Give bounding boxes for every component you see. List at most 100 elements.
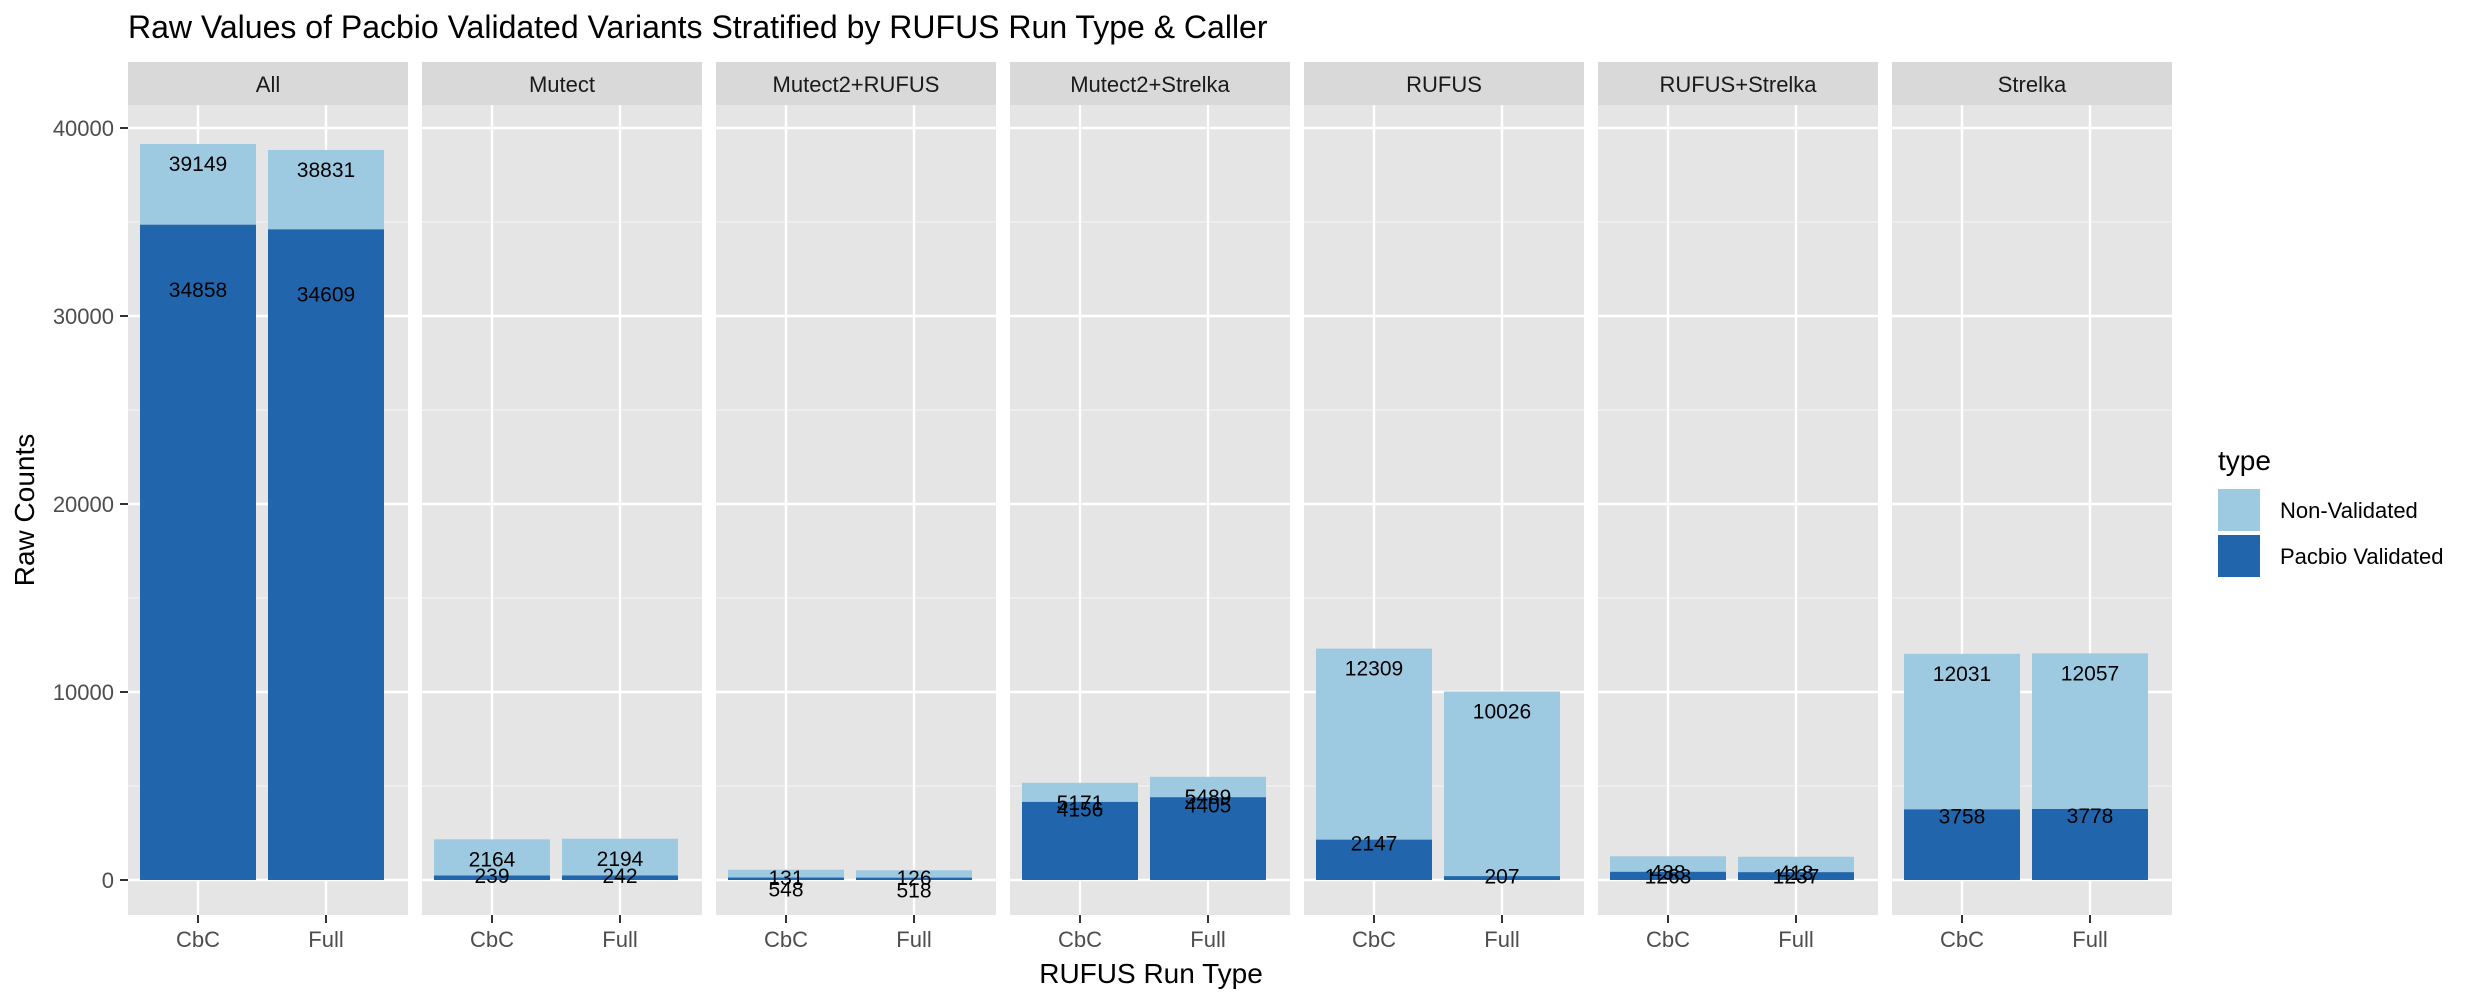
data-label-total: 1237 [1773, 866, 1820, 889]
data-label-total: 2194 [597, 848, 644, 871]
data-label-total: 548 [768, 879, 803, 902]
y-tick-label: 20000 [53, 492, 114, 517]
y-tick-label: 0 [102, 868, 114, 893]
data-label-validated: 207 [1484, 865, 1519, 888]
x-tick-label: CbC [470, 927, 514, 952]
x-tick-label: Full [1484, 927, 1519, 952]
bar-pacbio-validated [1904, 809, 2020, 880]
facet-panels: All 39149 34858 CbC 38831 34609 Full Mutect 2164… [128, 62, 2172, 952]
bar-pacbio-validated [1022, 801, 1138, 880]
bar-pacbio-validated [1316, 839, 1432, 880]
bar-pacbio-validated [1610, 871, 1726, 880]
x-tick-label: CbC [764, 927, 808, 952]
bar-pacbio-validated [562, 875, 678, 880]
x-tick-label: CbC [1940, 927, 1984, 952]
bar-non-validated [1316, 648, 1432, 840]
facet-strip-label: RUFUS [1406, 72, 1482, 97]
data-label-total: 12031 [1933, 663, 1991, 686]
facet-strip-label: Mutect2+RUFUS [773, 72, 940, 97]
bar-non-validated [1150, 776, 1266, 798]
y-tick-label: 40000 [53, 116, 114, 141]
facet-strip-label: Mutect [529, 72, 595, 97]
chart-title: Raw Values of Pacbio Validated Variants … [128, 9, 1268, 45]
data-label-validated: 3778 [2067, 805, 2114, 828]
data-label-validated: 126 [896, 867, 931, 890]
legend-key-pacbio-validated [2218, 535, 2260, 577]
bar-pacbio-validated [2032, 808, 2148, 880]
data-label-validated: 4156 [1057, 799, 1104, 822]
bar-non-validated [2032, 653, 2148, 809]
bar-non-validated [856, 870, 972, 878]
facet-strip [128, 62, 408, 105]
x-tick-label: Full [1778, 927, 1813, 952]
x-tick-label: Full [2072, 927, 2107, 952]
data-label-total: 5489 [1185, 786, 1232, 809]
data-label-validated: 418 [1778, 862, 1813, 885]
facet-strip [422, 62, 702, 105]
bar-non-validated [562, 838, 678, 876]
x-tick-label: Full [1190, 927, 1225, 952]
bar-pacbio-validated [434, 875, 550, 880]
bar-non-validated [1444, 691, 1560, 877]
facet-strip [1304, 62, 1584, 105]
panel-background [716, 105, 996, 915]
data-label-total: 1263 [1645, 865, 1692, 888]
bar-pacbio-validated [856, 877, 972, 880]
legend-label-pacbio-validated: Pacbio Validated [2280, 544, 2444, 569]
x-tick-label: CbC [1646, 927, 1690, 952]
x-tick-label: Full [602, 927, 637, 952]
data-label-total: 10026 [1473, 701, 1531, 724]
data-label-total: 39149 [169, 153, 227, 176]
facet-strip-label: Mutect2+Strelka [1070, 72, 1230, 97]
y-axis: 0 10000 20000 30000 40000 [53, 116, 128, 893]
data-label-validated: 242 [602, 865, 637, 888]
data-label-total: 5171 [1057, 792, 1104, 815]
data-label-total: 12309 [1345, 658, 1403, 681]
x-tick-label: CbC [1352, 927, 1396, 952]
data-label-validated: 34858 [169, 279, 227, 302]
panel-background [1598, 105, 1878, 915]
data-label-total: 518 [896, 879, 931, 902]
legend-label-non-validated: Non-Validated [2280, 498, 2418, 523]
data-label-validated: 4405 [1185, 794, 1232, 817]
facet-strip [1892, 62, 2172, 105]
x-tick-label: CbC [176, 927, 220, 952]
facet-strip-label: RUFUS+Strelka [1659, 72, 1817, 97]
facet-panel: Strelka 12031 3758 CbC 12057 3778 Full [1892, 62, 2172, 952]
bar-non-validated [1022, 782, 1138, 802]
y-axis-title: Raw Counts [9, 434, 40, 587]
bar-non-validated [1904, 653, 2020, 810]
data-label-total: 12057 [2061, 662, 2119, 685]
bar-non-validated [434, 839, 550, 876]
bar-pacbio-validated [1738, 872, 1854, 880]
data-label-validated: 239 [474, 865, 509, 888]
facet-strip [1010, 62, 1290, 105]
bar-non-validated [1610, 856, 1726, 872]
facet-panel: All 39149 34858 CbC 38831 34609 Full [128, 62, 408, 952]
bar-non-validated [1738, 856, 1854, 873]
data-label-validated: 438 [1650, 862, 1685, 885]
data-label-validated: 34609 [297, 283, 355, 306]
bar-pacbio-validated [728, 877, 844, 880]
bar-pacbio-validated [140, 224, 256, 880]
data-label-validated: 131 [768, 867, 803, 890]
bar-pacbio-validated [1444, 876, 1560, 880]
x-tick-label: CbC [1058, 927, 1102, 952]
bar-pacbio-validated [1150, 797, 1266, 880]
x-axis-title: RUFUS Run Type [1039, 958, 1263, 989]
bar-non-validated [728, 869, 844, 878]
data-label-total: 2164 [469, 848, 516, 871]
facet-strip [716, 62, 996, 105]
panel-background [422, 105, 702, 915]
legend-key-non-validated [2218, 489, 2260, 531]
bar-pacbio-validated [268, 229, 384, 880]
legend-title: type [2218, 445, 2271, 476]
x-tick-label: Full [896, 927, 931, 952]
facet-strip-label: Strelka [1998, 72, 2067, 97]
bar-non-validated [140, 143, 256, 225]
y-tick-label: 10000 [53, 680, 114, 705]
